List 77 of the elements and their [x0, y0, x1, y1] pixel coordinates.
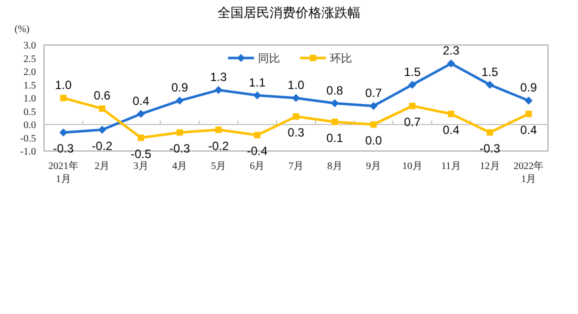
data-label: -0.2: [92, 138, 113, 153]
data-label: -0.3: [169, 141, 190, 156]
x-tick-label: 2021年 1月: [48, 160, 78, 185]
x-tick-label: 11月: [441, 161, 461, 172]
point: [486, 129, 494, 136]
data-label: 0.1: [326, 130, 344, 145]
point: [253, 91, 262, 100]
data-label: 1.1: [248, 75, 266, 90]
point: [214, 86, 222, 94]
x-tick-label: 10月: [402, 161, 422, 172]
data-label: 0.7: [365, 86, 382, 100]
data-label: -0.4: [246, 144, 268, 158]
y-tick-label: 3.0: [24, 40, 36, 52]
y-tick-label: 0.0: [24, 120, 36, 131]
y-tick-label: -1.0: [20, 146, 36, 158]
data-label: 0.4: [442, 122, 460, 137]
data-label: -0.3: [480, 141, 501, 156]
point: [136, 110, 145, 118]
point: [254, 132, 260, 138]
point: [60, 94, 67, 102]
data-label: 0.9: [520, 80, 538, 95]
data-label: 0.4: [520, 122, 538, 137]
point: [330, 99, 339, 108]
x-tick-label: 6月: [250, 161, 265, 172]
data-label: 1.0: [288, 78, 305, 92]
x-tick-label: 2月: [94, 161, 110, 172]
x-tick-label: 12月: [480, 161, 500, 172]
legend-label: 环比: [330, 52, 352, 65]
x-tick-label: 9月: [366, 161, 382, 172]
point: [448, 110, 454, 118]
point: [409, 102, 416, 110]
point: [292, 113, 300, 120]
data-label: 0.6: [94, 88, 111, 103]
point: [176, 96, 184, 105]
data-label: 1.5: [404, 64, 421, 79]
point: [176, 129, 183, 136]
point: [524, 96, 533, 105]
point: [59, 128, 68, 136]
legend-label: 同比: [258, 52, 280, 65]
x-tick-label: 2022年 1月: [514, 160, 544, 185]
data-label: -0.2: [208, 138, 230, 153]
data-label: 0.3: [288, 126, 305, 140]
point: [486, 80, 494, 89]
y-tick-label: 1.5: [24, 80, 36, 92]
y-tick-label: 0.5: [24, 106, 36, 118]
x-tick-label: 8月: [327, 161, 342, 172]
x-tick-label: 3月: [133, 161, 148, 172]
y-tick-label: 2.5: [24, 54, 36, 65]
point: [98, 126, 106, 134]
data-label: 0.7: [404, 114, 421, 129]
x-tick-label: 5月: [210, 161, 226, 172]
data-label: 1.0: [55, 78, 72, 92]
data-label: 0.9: [171, 80, 188, 95]
data-label: 0.0: [365, 134, 382, 148]
data-label: 1.5: [482, 64, 499, 79]
point: [98, 105, 106, 112]
y-axis-title: (%): [14, 24, 30, 35]
point: [525, 110, 532, 118]
y-tick-label: 1.0: [24, 94, 36, 104]
point: [215, 126, 222, 133]
data-label: 0.8: [326, 83, 344, 98]
point: [292, 94, 300, 102]
point: [138, 134, 144, 141]
y-tick-label: 2.0: [24, 67, 36, 78]
x-tick-label: 7月: [288, 161, 304, 172]
data-label: 0.4: [132, 94, 150, 108]
chart-title: 全国居民消费价格涨跌幅: [218, 5, 360, 20]
data-label: -0.3: [53, 141, 74, 156]
point: [408, 80, 416, 89]
data-label: 2.3: [442, 44, 460, 58]
x-tick-label: 4月: [172, 161, 188, 172]
data-label: -0.5: [130, 146, 152, 161]
y-tick-label: -0.5: [20, 133, 36, 144]
data-label: 1.3: [210, 70, 228, 84]
point: [447, 60, 456, 68]
point: [332, 118, 338, 126]
point: [370, 102, 378, 110]
